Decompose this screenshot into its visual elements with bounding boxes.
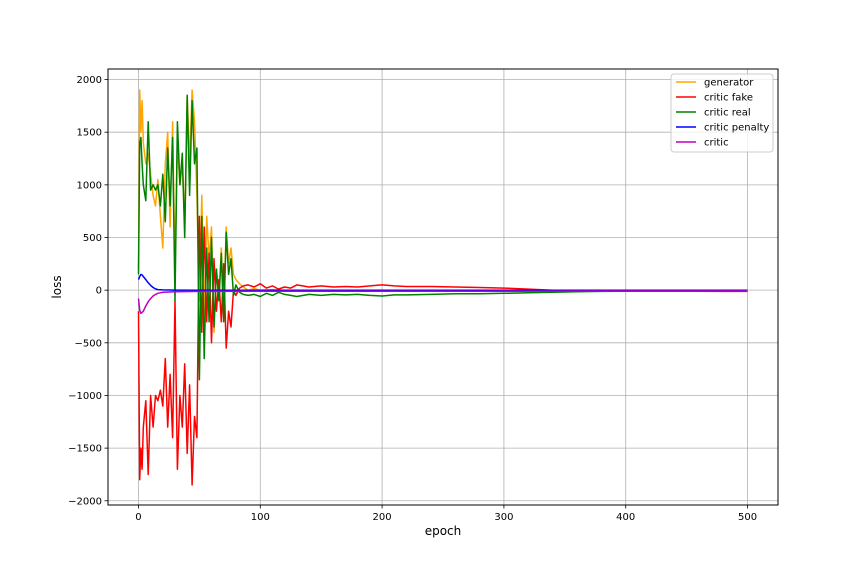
x-tick-label: 300 <box>494 512 513 523</box>
y-axis-label: loss <box>50 275 64 298</box>
y-tick-label: −500 <box>75 338 102 349</box>
y-tick-label: 1500 <box>77 128 102 139</box>
y-tick-label: 1000 <box>77 180 102 191</box>
series-lines <box>137 89 748 486</box>
x-tick-label: 500 <box>738 512 757 523</box>
legend-label: critic fake <box>704 93 753 104</box>
y-tick-label: 2000 <box>77 75 102 86</box>
x-tick-label: 200 <box>373 512 392 523</box>
legend-label: critic real <box>704 108 751 119</box>
x-tick-label: 400 <box>616 512 635 523</box>
legend: generator critic fake critic real critic pe… <box>670 73 774 153</box>
series-line-critic-fake <box>137 215 748 486</box>
legend-box <box>670 73 774 153</box>
legend-label: critic penalty <box>704 123 769 134</box>
legend-label: critic <box>704 138 729 149</box>
y-tick-label: 0 <box>96 286 102 297</box>
series-line-critic-real <box>137 94 748 381</box>
series-line-critic <box>137 290 748 315</box>
x-axis-label: epoch <box>425 524 462 538</box>
axis-ticks: 0 100 200 300 400 500 −2000 −1500 −1000 −500 0 500 1… <box>68 75 757 523</box>
x-tick-label: 0 <box>135 512 141 523</box>
y-tick-label: 500 <box>83 233 102 244</box>
x-tick-label: 100 <box>251 512 270 523</box>
y-tick-label: −2000 <box>68 496 102 507</box>
series-line-critic-penalty <box>137 273 748 291</box>
plot-frame <box>107 68 779 506</box>
y-tick-label: −1500 <box>68 444 102 455</box>
legend-label: generator <box>704 78 754 89</box>
y-tick-label: −1000 <box>68 391 102 402</box>
